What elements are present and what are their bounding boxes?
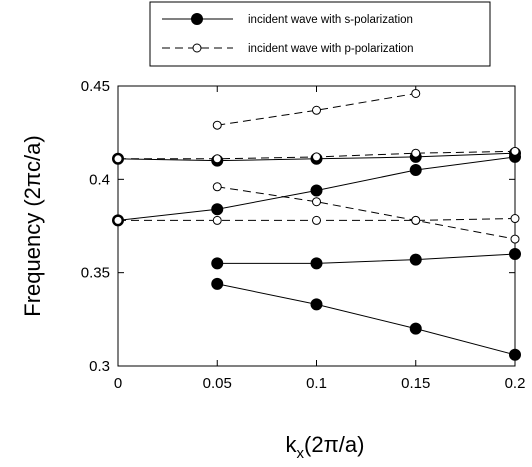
series-2-point <box>312 152 321 162</box>
series-2-point <box>113 154 123 164</box>
legend-marker-1 <box>191 13 203 25</box>
series-2-point <box>212 154 222 164</box>
x-axis-title-rest: (2π/a) <box>304 432 364 457</box>
series-2-point <box>312 105 321 115</box>
series-1-point <box>310 257 323 270</box>
series-2-point <box>212 215 222 225</box>
series-2-point <box>510 234 520 244</box>
y-axis-title: Frequency (2πc/a) <box>20 135 45 316</box>
y-axis-ticks: 0.3 0.35 0.4 0.45 <box>81 78 515 375</box>
series-1-point <box>310 184 323 197</box>
y-tick-label: 0.3 <box>89 358 110 375</box>
series-2-point <box>510 146 520 156</box>
x-axis-title: kx(2π/a) <box>286 432 365 462</box>
series-2-point <box>212 120 222 130</box>
series-2-point <box>510 214 520 224</box>
series-1-point <box>509 248 521 260</box>
x-axis-title-main: k <box>286 432 298 457</box>
legend: incident wave with s-polarization inciden… <box>149 1 491 67</box>
series-2-point <box>212 182 222 192</box>
series-1-point <box>211 257 224 270</box>
series-1-point <box>409 164 422 176</box>
y-tick-label: 0.4 <box>89 171 110 188</box>
series-2-line-3 <box>217 186 516 240</box>
series-2-point <box>113 215 123 225</box>
x-tick-label: 0.15 <box>401 375 430 392</box>
legend-label-1: incident wave with s-polarization <box>248 14 413 26</box>
series-2-point <box>411 88 421 98</box>
series-1-line-3 <box>217 253 516 264</box>
series-1-point <box>509 348 521 361</box>
series-1-line-4 <box>217 283 516 356</box>
series-2-point <box>411 148 421 158</box>
series-1-point <box>409 253 422 266</box>
x-axis-ticks: 0 0.05 0.1 0.15 0.2 <box>114 86 526 392</box>
series-layer <box>112 88 521 361</box>
series-1 <box>112 147 521 361</box>
y-tick-label: 0.45 <box>81 78 110 95</box>
series-1-point <box>211 277 224 290</box>
series-2 <box>113 88 520 244</box>
legend-label-2: incident wave with p-polarization <box>248 43 414 55</box>
series-1-point <box>409 322 422 335</box>
series-1-point <box>310 298 323 311</box>
legend-box <box>149 1 491 67</box>
x-tick-label: 0.1 <box>306 375 327 392</box>
x-tick-label: 0.2 <box>505 375 526 392</box>
series-2-point <box>411 215 421 225</box>
series-1-point <box>211 203 224 216</box>
series-2-point <box>312 197 321 207</box>
plot-area: 0 0.05 0.1 0.15 0.2 0.3 0.35 0.4 0.45 <box>81 78 526 392</box>
x-tick-label: 0 <box>114 375 122 392</box>
y-tick-label: 0.35 <box>81 265 110 282</box>
x-axis-title-subscript: x <box>297 445 305 462</box>
x-tick-label: 0.05 <box>203 375 232 392</box>
series-2-line-1 <box>217 92 416 126</box>
legend-marker-2 <box>192 43 202 53</box>
plot-frame <box>117 85 516 367</box>
series-2-point <box>312 215 321 225</box>
